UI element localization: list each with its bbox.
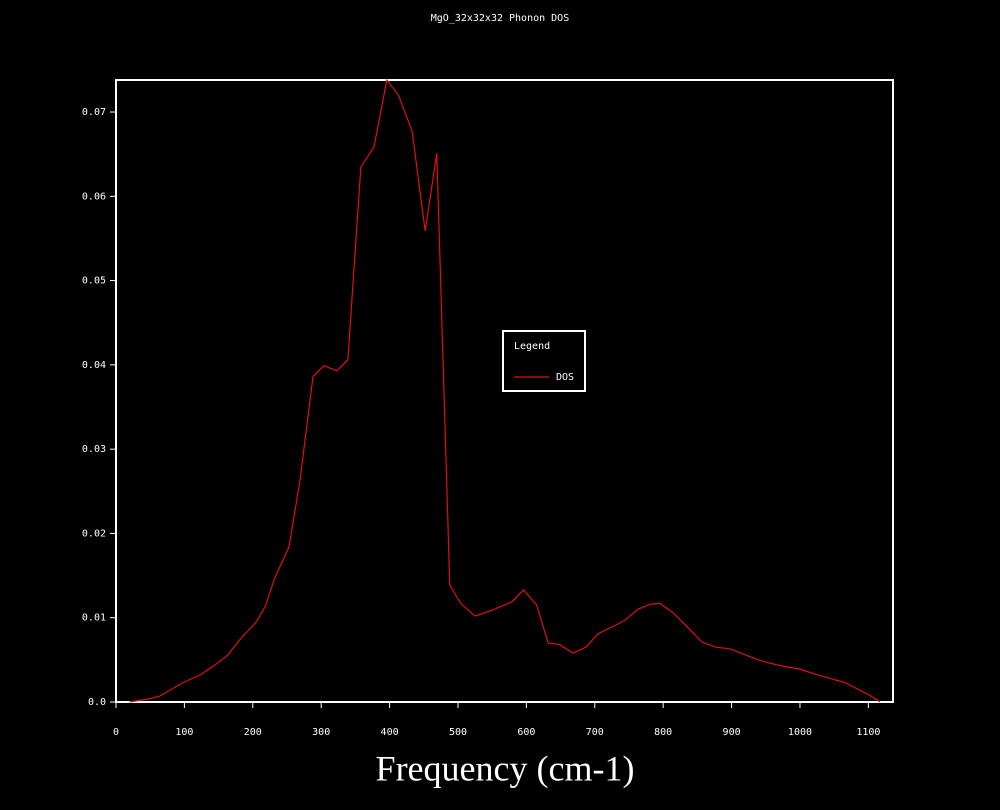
x-tick-label: 100: [175, 727, 193, 738]
legend-box: [502, 330, 586, 392]
x-tick-label: 600: [517, 727, 535, 738]
x-tick-label: 800: [654, 727, 672, 738]
y-tick-label: 0.0: [88, 697, 106, 708]
y-tick-label: 0.05: [82, 276, 106, 287]
x-tick-label: 0: [113, 727, 119, 738]
x-tick-label: 200: [244, 727, 262, 738]
data-line: [129, 78, 881, 703]
x-tick-label: 400: [381, 727, 399, 738]
plot-frame: [115, 79, 894, 703]
x-tick-label: 900: [723, 727, 741, 738]
y-tick-label: 0.06: [82, 191, 106, 202]
x-tick-label: 700: [586, 727, 604, 738]
legend-title: Legend: [514, 341, 550, 352]
x-tick-label: 1100: [856, 727, 880, 738]
y-tick-label: 0.03: [82, 444, 106, 455]
legend-label: DOS: [556, 372, 574, 383]
y-tick-label: 0.04: [82, 360, 106, 371]
x-tick-label: 1000: [788, 727, 812, 738]
x-tick-label: 500: [449, 727, 467, 738]
x-tick-label: 300: [312, 727, 330, 738]
y-tick-label: 0.01: [82, 613, 106, 624]
x-axis-label: Frequency (cm-1): [376, 748, 635, 788]
y-tick-label: 0.07: [82, 107, 106, 118]
chart-title: MgO_32x32x32 Phonon DOS: [431, 13, 569, 24]
y-tick-label: 0.02: [82, 528, 106, 539]
